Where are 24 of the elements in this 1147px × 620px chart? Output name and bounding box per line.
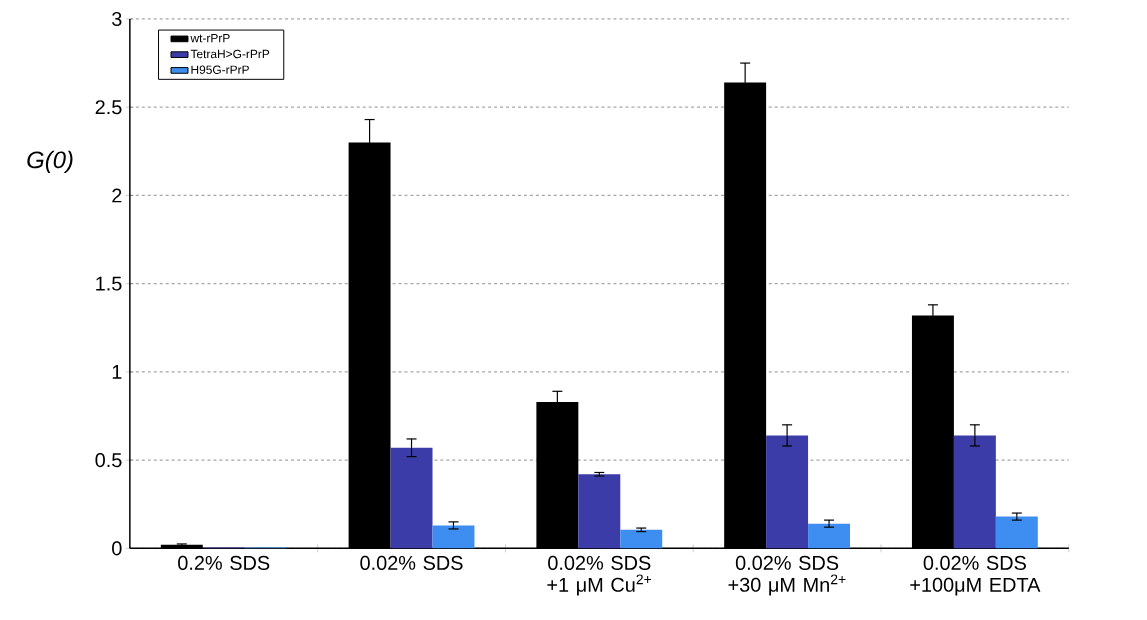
y-axis-title: G(0) [27, 150, 73, 173]
x-tick-label: 0.02% SDS [360, 555, 463, 570]
bar [620, 529, 663, 549]
y-tick-label: 1 [112, 364, 122, 379]
y-tick-label: 2 [112, 188, 122, 203]
bar [390, 447, 433, 549]
x-tick-label: 0.02% SDS +30 μM Mn$^{2+}$ [728, 555, 846, 596]
x-tick-label: 0.02% SDS +100μM EDTA [910, 555, 1041, 596]
y-tick-label: 0 [112, 541, 122, 556]
x-tick-label: 0.02% SDS +1 μM Cu$^{2+}$ [547, 555, 652, 596]
bar [766, 435, 809, 549]
y-tick-label: 0.5 [95, 452, 122, 468]
legend-label: TetraH>G-rPrP [190, 49, 270, 59]
y-tick-label: 1.5 [96, 276, 122, 291]
bar [995, 516, 1038, 549]
y-tick-label: 3 [112, 11, 122, 26]
bar [808, 523, 851, 549]
legend-label: H95G-rPrP [191, 65, 249, 74]
x-tick-label: 0.2% SDS [178, 555, 270, 570]
bar [953, 435, 996, 549]
y-tick-label: 2.5 [95, 100, 122, 115]
bar [578, 474, 621, 549]
legend-label: wt-rPrP [190, 33, 230, 43]
bar [432, 525, 475, 549]
